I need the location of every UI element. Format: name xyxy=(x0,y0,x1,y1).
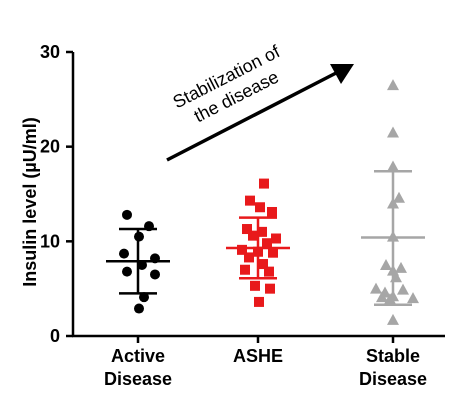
data-point xyxy=(264,266,274,277)
data-point xyxy=(257,226,267,237)
y-tick-label: 20 xyxy=(40,137,60,157)
data-point xyxy=(150,253,160,264)
data-point xyxy=(242,224,252,235)
data-point xyxy=(134,231,144,242)
data-point xyxy=(139,292,149,303)
data-point xyxy=(387,126,399,138)
data-point xyxy=(237,244,247,255)
data-point xyxy=(259,178,269,189)
data-point xyxy=(248,230,258,241)
data-point xyxy=(393,191,405,203)
data-point xyxy=(268,247,278,258)
y-tick-label: 10 xyxy=(40,231,60,251)
data-point xyxy=(119,248,129,259)
data-point xyxy=(397,283,409,295)
data-point xyxy=(255,202,265,213)
data-point xyxy=(267,206,277,217)
category-label-active-line2: Disease xyxy=(104,369,172,389)
data-point xyxy=(245,195,255,206)
data-point xyxy=(265,283,275,294)
data-point xyxy=(387,197,399,209)
data-point xyxy=(390,271,402,283)
data-groups xyxy=(106,79,425,325)
y-tick-label: 0 xyxy=(50,326,60,346)
category-label-stable-line1: Stable xyxy=(366,346,420,366)
y-axis-title: Insulin level (µU/ml) xyxy=(20,117,40,286)
data-point xyxy=(137,260,147,270)
data-point xyxy=(271,233,281,244)
data-point xyxy=(395,261,407,273)
data-point xyxy=(262,238,272,249)
data-point xyxy=(258,259,268,270)
data-point xyxy=(387,313,399,325)
data-point xyxy=(387,230,399,242)
data-point xyxy=(384,293,396,305)
data-point xyxy=(240,264,250,275)
x-ticks xyxy=(136,336,395,343)
data-point xyxy=(150,269,160,280)
data-point xyxy=(250,280,260,291)
y-tick-label: 30 xyxy=(40,42,60,62)
data-point xyxy=(380,259,392,270)
category-label-active-line1: Active xyxy=(111,346,165,366)
data-point xyxy=(370,282,382,294)
data-point xyxy=(244,252,254,263)
group-square xyxy=(226,178,290,307)
data-point xyxy=(253,246,263,257)
y-ticks: 0 10 20 30 xyxy=(40,42,73,346)
group-circle xyxy=(106,209,170,314)
data-point xyxy=(254,296,264,307)
data-point xyxy=(144,221,154,232)
stabilization-arrow xyxy=(166,64,354,162)
data-point xyxy=(122,266,132,277)
data-point xyxy=(387,79,399,91)
group-triangle xyxy=(361,79,425,325)
data-point xyxy=(376,291,388,303)
category-label-stable-line2: Disease xyxy=(359,369,427,389)
data-point xyxy=(387,160,399,172)
data-point xyxy=(407,292,419,304)
data-point xyxy=(134,303,144,314)
category-label-ashe: ASHE xyxy=(233,346,283,366)
data-point xyxy=(122,209,132,220)
